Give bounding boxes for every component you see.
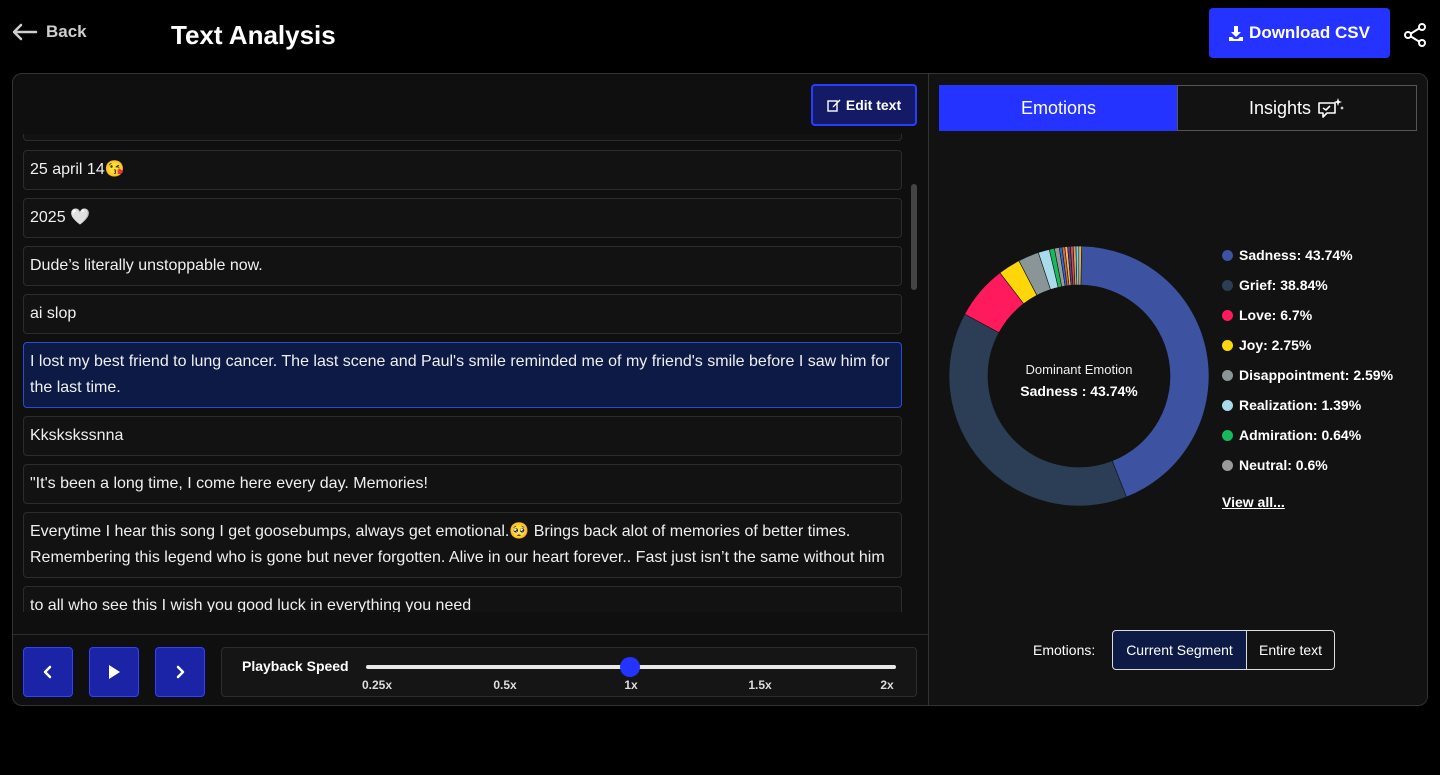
list-item-active[interactable]: I lost my best friend to lung cancer. Th… <box>23 342 902 408</box>
legend-item: Disappointment: 2.59% <box>1222 360 1393 390</box>
list-item[interactable]: to all who see this I wish you good luck… <box>23 586 902 612</box>
legend-item: Realization: 1.39% <box>1222 390 1393 420</box>
legend-item: Grief: 38.84% <box>1222 270 1393 300</box>
previous-button[interactable] <box>23 647 73 697</box>
segment-text: 2025 🤍 <box>30 209 90 226</box>
edit-icon <box>827 99 841 112</box>
legend-item: Joy: 2.75% <box>1222 330 1393 360</box>
legend-item: Admiration: 0.64% <box>1222 420 1393 450</box>
speed-tick: 1x <box>624 678 638 692</box>
segment-list[interactable]: 25 april 14😘 2025 🤍 Dude’s literally uns… <box>23 134 902 612</box>
next-button[interactable] <box>155 647 205 697</box>
speed-slider-thumb[interactable] <box>620 657 640 677</box>
segment-text: 25 april 14😘 <box>30 161 125 178</box>
entire-text-button[interactable]: Entire text <box>1247 630 1335 670</box>
download-csv-button[interactable]: Download CSV <box>1209 8 1390 58</box>
chart-slice-other[interactable] <box>1078 245 1082 286</box>
share-button[interactable] <box>1403 22 1427 48</box>
legend-dot <box>1222 369 1233 381</box>
playback-speed-control: Playback Speed 0.25x 0.5x 1x 1.5x 2x <box>221 647 917 697</box>
share-icon <box>1404 23 1426 47</box>
sparkle-chat-icon <box>1318 98 1345 118</box>
edit-text-button[interactable]: Edit text <box>811 84 917 126</box>
legend-dot <box>1222 309 1233 321</box>
play-button[interactable] <box>89 647 139 697</box>
arrow-left-icon <box>12 23 38 41</box>
speed-tick: 0.5x <box>493 678 517 692</box>
segment-text: Kkskskssnna <box>30 427 124 444</box>
dominant-emotion: Dominant Emotion Sadness : 43.74% <box>989 362 1169 399</box>
list-item[interactable]: Everytime I hear this song I get goosebu… <box>23 512 902 578</box>
segment-text: ai slop <box>30 305 77 322</box>
tab-insights-label: Insights <box>1248 97 1312 118</box>
legend-label: Grief: 38.84% <box>1239 277 1328 293</box>
segment-text: I lost my best friend to lung cancer. Th… <box>30 353 890 396</box>
scope-label: Emotions: <box>1033 642 1096 658</box>
tab-insights[interactable]: Insights <box>1177 85 1417 131</box>
download-icon <box>1229 25 1244 41</box>
legend-label: Love: 6.7% <box>1239 307 1313 323</box>
scrollbar[interactable] <box>911 134 917 612</box>
segment-text: "It's been a long time, I come here ever… <box>30 475 428 492</box>
edit-text-label: Edit text <box>845 97 902 113</box>
view-all-link[interactable]: View all... <box>1222 494 1285 510</box>
speed-slider[interactable] <box>366 657 896 677</box>
legend-label: Joy: 2.75% <box>1239 337 1312 353</box>
chevron-left-icon <box>43 665 52 679</box>
list-item[interactable]: ai slop <box>23 294 902 334</box>
list-item[interactable]: "It's been a long time, I come here ever… <box>23 464 902 504</box>
download-csv-label: Download CSV <box>1249 23 1370 42</box>
list-item[interactable]: 25 april 14😘 <box>23 150 902 190</box>
legend-dot <box>1222 279 1233 291</box>
play-icon <box>109 665 120 679</box>
legend-dot <box>1222 459 1233 471</box>
legend-item: Neutral: 0.6% <box>1222 450 1393 480</box>
speed-tick: 0.25x <box>361 678 393 692</box>
emotion-panel: Emotions Insights Dominant Emotion Sadne… <box>928 74 1427 705</box>
legend-label: Sadness: 43.74% <box>1239 247 1353 263</box>
legend-dot <box>1222 429 1233 441</box>
speed-tick: 2x <box>880 678 894 692</box>
legend-label: Realization: 1.39% <box>1239 397 1362 413</box>
dominant-emotion-label: Dominant Emotion <box>1025 362 1133 377</box>
playback-speed-label: Playback Speed <box>242 658 349 674</box>
dominant-emotion-value: Sadness : 43.74% <box>1020 383 1138 399</box>
legend-label: Neutral: 0.6% <box>1239 457 1328 473</box>
analysis-card: Edit text 25 april 14😘 2025 🤍 Dude’s lit… <box>12 73 1428 706</box>
legend-dot <box>1222 399 1233 411</box>
playback-controls: Playback Speed 0.25x 0.5x 1x 1.5x 2x <box>13 634 928 705</box>
legend-item: Sadness: 43.74% <box>1222 240 1393 270</box>
back-button[interactable]: Back <box>10 20 87 44</box>
legend-label: Admiration: 0.64% <box>1239 427 1362 443</box>
legend-label: Disappointment: 2.59% <box>1239 367 1394 383</box>
segment-text: to all who see this I wish you good luck… <box>30 597 472 612</box>
list-item[interactable]: Dude’s literally unstoppable now. <box>23 246 902 286</box>
donut-hole <box>988 285 1170 467</box>
emotion-donut-chart <box>948 245 1210 507</box>
tab-emotions-label: Emotions <box>1020 97 1097 118</box>
tab-emotions[interactable]: Emotions <box>939 85 1178 131</box>
legend-dot <box>1222 339 1233 351</box>
page-title: Text Analysis <box>171 20 336 50</box>
chart-legend: Sadness: 43.74% Grief: 38.84% Love: 6.7% Jo… <box>1222 240 1393 480</box>
current-segment-button[interactable]: Current Segment <box>1112 630 1247 670</box>
scrollbar-thumb[interactable] <box>911 184 917 290</box>
segment-text: Everytime I hear this song I get goosebu… <box>30 523 885 566</box>
speed-tick: 1.5x <box>748 678 772 692</box>
back-label: Back <box>46 22 87 41</box>
text-panel: Edit text 25 april 14😘 2025 🤍 Dude’s lit… <box>13 74 928 705</box>
list-item[interactable]: Kkskskssnna <box>23 416 902 456</box>
list-item[interactable]: 2025 🤍 <box>23 198 902 238</box>
legend-dot <box>1222 249 1233 261</box>
list-item[interactable] <box>23 134 902 141</box>
legend-item: Love: 6.7% <box>1222 300 1393 330</box>
chevron-right-icon <box>176 665 185 679</box>
segment-text: Dude’s literally unstoppable now. <box>30 257 263 274</box>
